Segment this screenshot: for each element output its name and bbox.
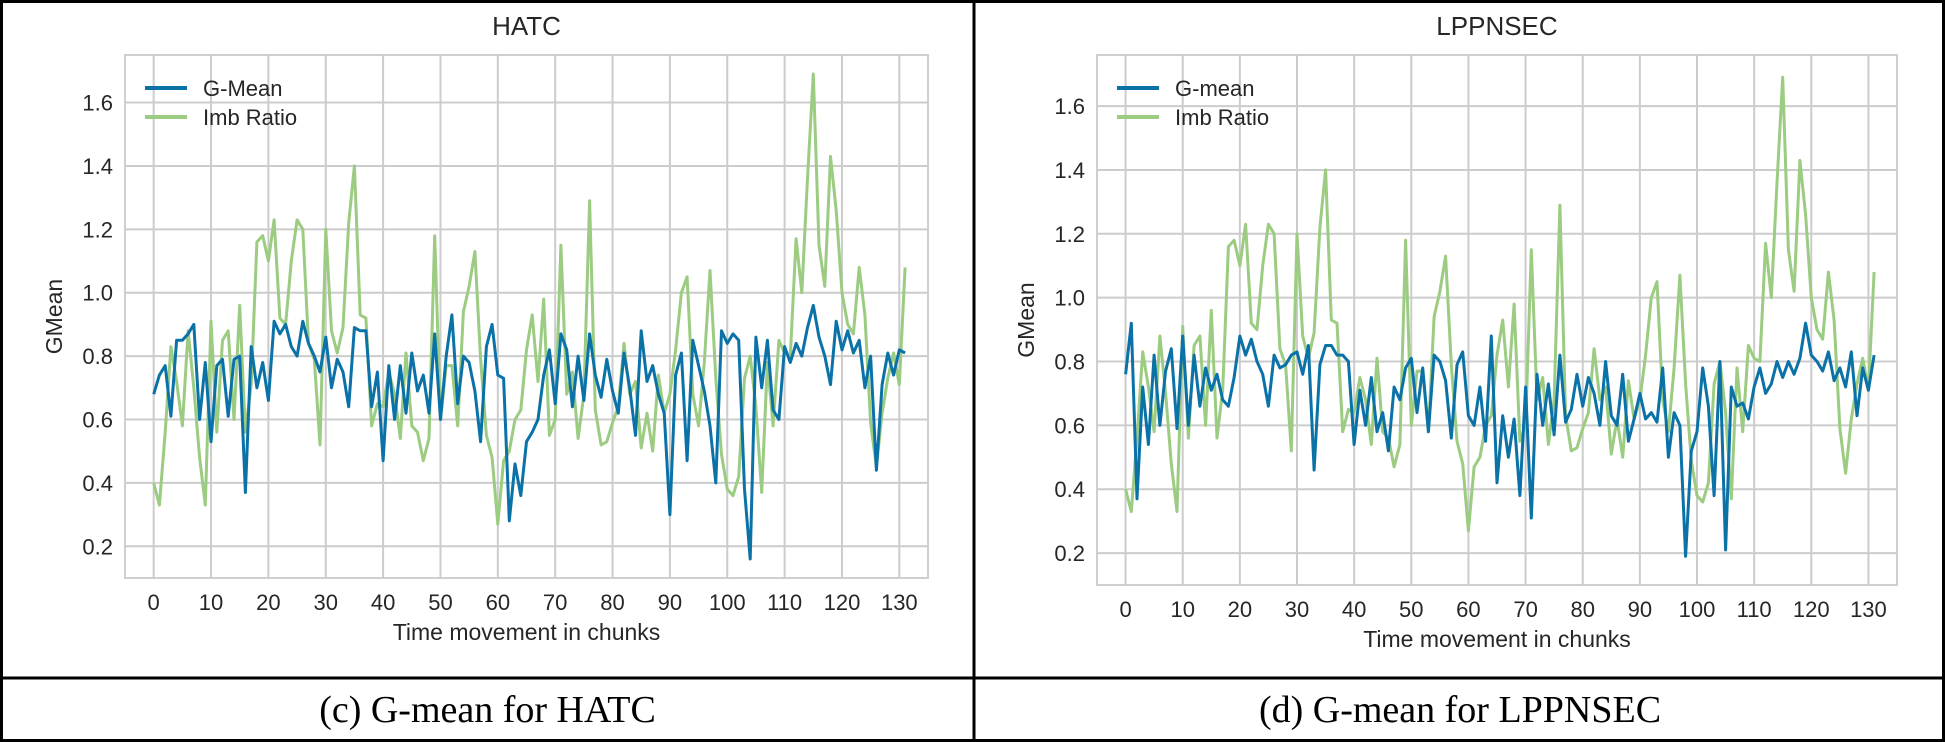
series-line-gmean [1124, 321, 1876, 558]
x-tick-label: 20 [1228, 597, 1252, 622]
chart-title: HATC [492, 11, 561, 41]
legend-label: G-Mean [203, 76, 282, 101]
x-axis-label: Time movement in chunks [1363, 626, 1631, 652]
y-axis-label: GMean [41, 279, 67, 354]
x-tick-label: 130 [1850, 597, 1887, 622]
x-tick-label: 120 [1793, 597, 1830, 622]
y-tick-label: 0.8 [82, 344, 113, 369]
y-tick-label: 1.0 [82, 281, 113, 306]
x-tick-label: 110 [767, 590, 802, 615]
y-tick-label: 0.2 [1054, 541, 1085, 566]
x-tick-label: 70 [543, 590, 567, 615]
series-line-imb-ratio [1124, 75, 1876, 533]
y-tick-label: 1.4 [1054, 158, 1085, 183]
x-tick-label: 90 [658, 590, 682, 615]
x-tick-label: 130 [881, 590, 918, 615]
x-tick-label: 70 [1513, 597, 1537, 622]
y-tick-label: 0.4 [1054, 477, 1085, 502]
y-tick-label: 0.8 [1054, 350, 1085, 375]
y-tick-label: 0.4 [82, 471, 113, 496]
legend-label: G-mean [1175, 76, 1254, 101]
x-tick-label: 10 [1170, 597, 1194, 622]
x-tick-label: 10 [199, 590, 223, 615]
y-tick-label: 1.4 [82, 154, 113, 179]
plot-area [1096, 54, 1898, 586]
x-tick-label: 0 [1119, 597, 1131, 622]
x-tick-label: 90 [1628, 597, 1652, 622]
legend-label: Imb Ratio [1175, 105, 1269, 130]
x-tick-label: 30 [314, 590, 338, 615]
lppnsec-chart: LPPNSEC 0 10 20 30 40 50 60 70 80 90 100 110 120 130 0.… [1013, 11, 1898, 652]
y-tick-label: 1.0 [1054, 286, 1085, 311]
x-tick-label: 50 [428, 590, 452, 615]
x-tick-label: 80 [1570, 597, 1594, 622]
x-tick-label: 40 [1342, 597, 1366, 622]
x-tick-label: 20 [256, 590, 280, 615]
series-line-gmean [152, 303, 906, 561]
legend-label: Imb Ratio [203, 105, 297, 130]
x-tick-label: 60 [1456, 597, 1480, 622]
x-tick-label: 100 [1679, 597, 1716, 622]
y-tick-label: 1.6 [1054, 94, 1085, 119]
y-tick-label: 0.6 [1054, 413, 1085, 438]
x-tick-label: 40 [371, 590, 395, 615]
x-tick-label: 0 [148, 590, 160, 615]
series-line-imb-ratio [152, 72, 907, 526]
y-tick-label: 1.6 [82, 91, 113, 116]
x-tick-label: 80 [600, 590, 624, 615]
y-tick-label: 1.2 [1054, 222, 1085, 247]
x-tick-label: 60 [486, 590, 510, 615]
y-axis-label: GMean [1013, 282, 1039, 357]
caption-hatc: (c) G-mean for HATC [319, 689, 656, 731]
plot-area [124, 54, 929, 579]
chart-title: LPPNSEC [1436, 11, 1557, 41]
x-tick-label: 120 [824, 590, 861, 615]
x-tick-label: 30 [1285, 597, 1309, 622]
x-tick-label: 100 [709, 590, 746, 615]
x-tick-label: 110 [1737, 597, 1772, 622]
y-tick-label: 1.2 [82, 217, 113, 242]
caption-lppnsec: (d) G-mean for LPPNSEC [1258, 689, 1662, 731]
y-tick-label: 0.2 [82, 534, 113, 559]
y-tick-label: 0.6 [82, 408, 113, 433]
x-tick-label: 50 [1399, 597, 1423, 622]
x-axis-label: Time movement in chunks [393, 619, 661, 645]
hatc-chart: HATC 0 10 20 30 40 50 60 70 80 90 100 110 120 130 0.2 0.… [41, 11, 929, 645]
